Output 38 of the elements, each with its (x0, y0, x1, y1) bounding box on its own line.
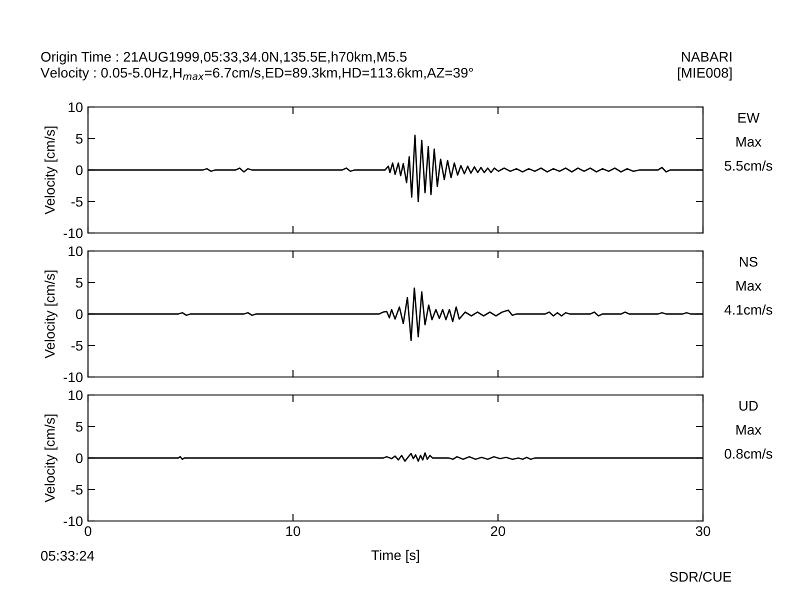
text: 05:33:24 (41, 550, 94, 561)
y-axis-title: Velocity [cm/s] (44, 126, 58, 214)
y-tick-label: -5 (71, 196, 83, 207)
x-tick-label: 0 (84, 526, 92, 536)
text: Max (736, 137, 762, 147)
text: NS (740, 256, 758, 267)
text: NABARI (682, 52, 732, 62)
y-tick-label: 10 (68, 246, 83, 256)
x-axis-title: Time [s] (371, 550, 419, 563)
y-tick-label: 5 (76, 278, 83, 288)
text: SDR/CUE (670, 572, 732, 582)
y-tick-label: 5 (76, 134, 83, 144)
text: 0.8cm/s (724, 448, 772, 459)
text: UD (739, 401, 758, 411)
y-axis-title: Velocity [cm/s] (44, 414, 58, 502)
text: 5.5cm/s (724, 160, 772, 171)
y-tick-label: -10 (64, 228, 83, 238)
x-tick-label: 10 (286, 526, 300, 536)
text: EW (738, 113, 760, 123)
y-tick-label: 0 (76, 165, 83, 176)
y-tick-label: 0 (76, 453, 83, 464)
chart-subtitle: Velocity : 0.05-5.0Hz,H$_{max}$=6.7cm/s,ED=89.3km,HD=113.6km,AZ=39° (40, 67, 473, 80)
text: Max (736, 425, 762, 435)
y-tick-label: -10 (64, 516, 83, 526)
x-tick-label: 20 (490, 526, 506, 536)
y-tick-label: -10 (64, 372, 83, 382)
y-tick-label: 10 (68, 390, 83, 400)
chart-title: Origin Time : 21AUG1999,05:33,34.0N,135.5E,h70km,M5.5 (41, 52, 407, 64)
y-tick-label: -5 (71, 484, 83, 495)
y-tick-label: -5 (71, 340, 83, 351)
y-tick-label: 5 (76, 422, 83, 432)
y-tick-label: 0 (76, 309, 83, 320)
text: 4.1cm/s (724, 304, 772, 315)
y-tick-label: 10 (68, 102, 83, 112)
x-tick-label: 30 (696, 526, 710, 536)
text: Max (736, 281, 762, 291)
y-axis-title: Velocity [cm/s] (44, 270, 58, 358)
text: [MIE008] (678, 68, 732, 80)
